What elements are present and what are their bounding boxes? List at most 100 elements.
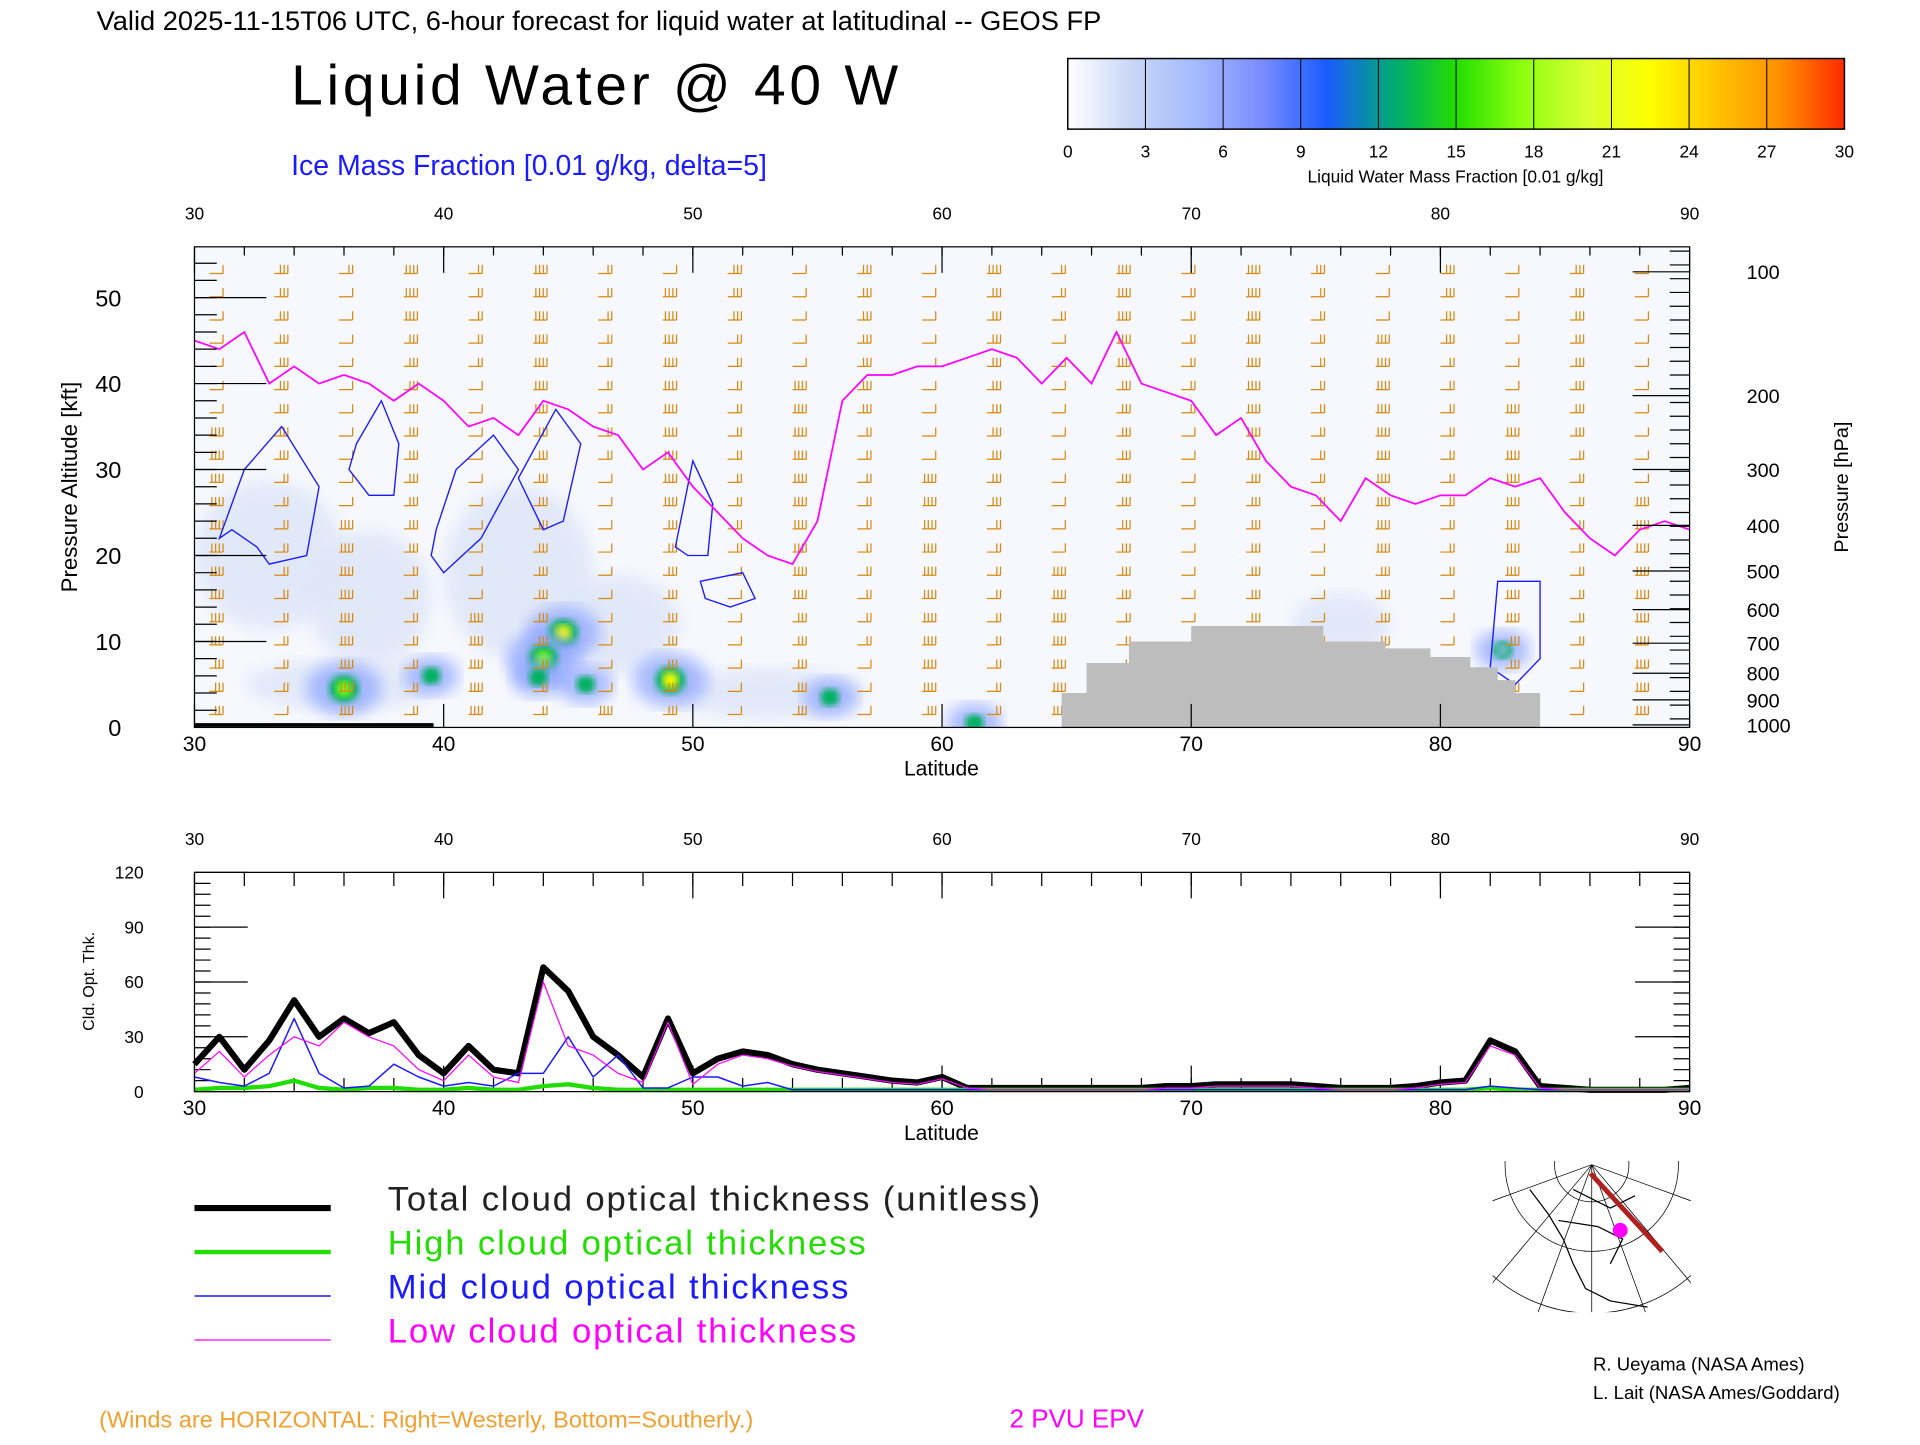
wind-barb (468, 357, 483, 367)
wind-barb (1505, 566, 1520, 576)
wind-barb (209, 496, 224, 507)
colorbar-tick-label: 18 (1524, 142, 1543, 162)
wind-barb (533, 520, 548, 530)
ice-contour (218, 425, 320, 565)
wind-barb (1375, 427, 1390, 437)
wind-barb (792, 380, 807, 391)
wind-barb (339, 589, 354, 600)
wind-barb (1440, 404, 1455, 414)
wind-barb (403, 496, 419, 507)
wind-barb (1310, 589, 1326, 600)
colorbar-label: Liquid Water Mass Fraction [0.01 g/kg] (1307, 166, 1603, 186)
x-axis-label: Latitude (904, 758, 979, 781)
wind-barb (922, 473, 937, 484)
wind-barb (209, 288, 224, 298)
wind-barb (598, 264, 613, 275)
wind-barb (533, 496, 548, 507)
wind-barb (1634, 659, 1650, 669)
wind-barb (533, 334, 548, 344)
wind-barb (1634, 427, 1650, 437)
wind-barb (857, 682, 872, 692)
wind-barb (403, 682, 419, 692)
wind-barb (598, 473, 613, 484)
wind-barb (1634, 404, 1650, 414)
wind-barb (209, 450, 224, 460)
wind-barb (1505, 520, 1520, 530)
wind-barb (1440, 543, 1455, 553)
wind-barb (339, 334, 354, 344)
wind-barb (1569, 496, 1585, 507)
x-top-tick-label: 50 (683, 204, 702, 224)
wind-barb (468, 589, 483, 600)
wind-barb (662, 334, 678, 344)
wind-barb (986, 705, 1002, 716)
wind-barb (1634, 450, 1650, 460)
wind-barb (274, 380, 289, 391)
wind-barb (209, 589, 224, 600)
wind-barb (1246, 450, 1261, 460)
wind-barb (1181, 520, 1196, 530)
wind-barb (922, 705, 937, 716)
wind-barb (1051, 450, 1066, 460)
y-tick-label: 0 (134, 1082, 144, 1102)
wind-barb (1375, 496, 1390, 507)
wind-barb (792, 659, 807, 669)
wind-barb (1051, 566, 1066, 576)
wind-barb (468, 566, 483, 576)
legend-label: Mid cloud optical thickness (388, 1268, 851, 1306)
wind-barb (1051, 636, 1066, 646)
wind-barb (922, 311, 937, 321)
wind-barb (1310, 334, 1326, 344)
wind-barb (403, 520, 419, 530)
wind-barb (857, 520, 872, 530)
y-tick-label: 0 (108, 715, 121, 741)
wind-barb (1569, 357, 1585, 367)
ice-contour (674, 458, 714, 557)
wind-barb (598, 659, 613, 669)
wind-barb (468, 659, 483, 669)
liquid-water-core (533, 672, 544, 683)
wind-barb (857, 404, 872, 414)
x-top-tick-label: 30 (185, 829, 204, 849)
y2-tick-label: 800 (1747, 664, 1780, 686)
wind-barb (986, 636, 1002, 646)
wind-barb (1116, 334, 1131, 344)
wind-barb (986, 543, 1002, 553)
liquid-water-core (1497, 644, 1508, 656)
colorbar-tick-label: 15 (1446, 142, 1465, 162)
wind-barb (1569, 589, 1585, 600)
wind-barb (598, 404, 613, 414)
wind-barb (1051, 334, 1066, 344)
y-axis-label: Pressure Altitude [kft] (57, 382, 82, 593)
wind-barb (274, 264, 289, 275)
wind-barb (339, 566, 354, 576)
y2-tick-label: 400 (1747, 516, 1780, 538)
wind-barb (403, 288, 419, 298)
wind-barb (1181, 543, 1196, 553)
wind-barb (468, 334, 483, 344)
wind-barb (1375, 334, 1390, 344)
wind-barb (1246, 404, 1261, 414)
wind-barb (209, 264, 224, 275)
wind-barb (274, 520, 289, 530)
wind-barb (662, 450, 678, 460)
wind-barb (792, 404, 807, 414)
wind-barb (468, 311, 483, 321)
wind-barb (1116, 427, 1131, 437)
wind-barb (1310, 427, 1326, 437)
wind-barb (1440, 566, 1455, 576)
wind-barb (403, 543, 419, 553)
wind-barb (1634, 636, 1650, 646)
wind-barb (1116, 404, 1131, 414)
wind-barb (986, 659, 1002, 669)
section-track-line (1588, 1171, 1665, 1254)
wind-barb (1569, 264, 1585, 275)
wind-barb (922, 264, 937, 275)
wind-barb (727, 311, 742, 321)
wind-barb (1246, 380, 1261, 391)
wind-barb (1569, 613, 1585, 623)
wind-barb (727, 613, 742, 623)
wind-barb (598, 682, 613, 692)
wind-barb (274, 404, 289, 414)
wind-barb (857, 427, 872, 437)
